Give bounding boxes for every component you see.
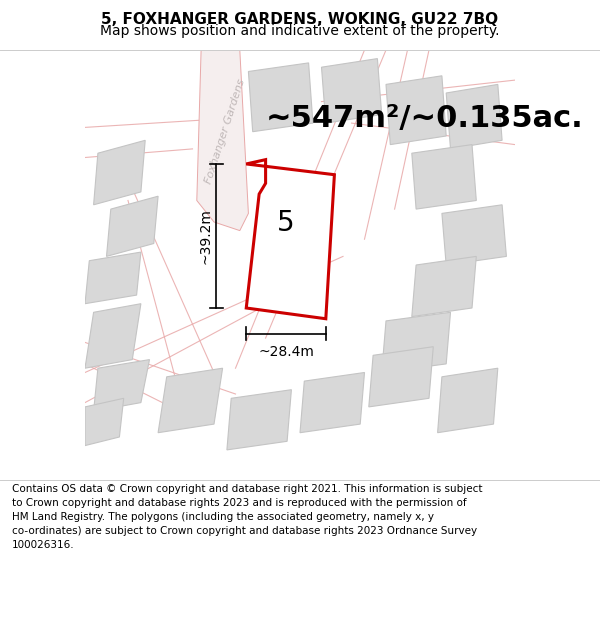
Polygon shape [386, 76, 446, 144]
Polygon shape [85, 398, 124, 446]
Text: ~39.2m: ~39.2m [199, 208, 213, 264]
Polygon shape [197, 50, 248, 231]
Polygon shape [442, 205, 506, 265]
Text: ~547m²/~0.135ac.: ~547m²/~0.135ac. [266, 104, 583, 133]
Polygon shape [248, 63, 313, 132]
Polygon shape [227, 390, 292, 450]
Polygon shape [437, 368, 498, 432]
Polygon shape [246, 159, 334, 319]
Polygon shape [94, 140, 145, 205]
Text: ~28.4m: ~28.4m [258, 344, 314, 359]
Polygon shape [382, 312, 451, 372]
Polygon shape [322, 59, 382, 123]
Polygon shape [85, 304, 141, 368]
Polygon shape [369, 347, 433, 407]
Polygon shape [106, 196, 158, 256]
Text: 5, FOXHANGER GARDENS, WOKING, GU22 7BQ: 5, FOXHANGER GARDENS, WOKING, GU22 7BQ [101, 12, 499, 28]
Text: Map shows position and indicative extent of the property.: Map shows position and indicative extent… [100, 24, 500, 38]
Polygon shape [300, 372, 365, 432]
Text: Contains OS data © Crown copyright and database right 2021. This information is : Contains OS data © Crown copyright and d… [12, 484, 482, 551]
Polygon shape [446, 84, 502, 149]
Polygon shape [412, 144, 476, 209]
Polygon shape [158, 368, 223, 432]
Text: 5: 5 [277, 209, 295, 238]
Polygon shape [85, 252, 141, 304]
Text: Foxhanger Gardens: Foxhanger Gardens [203, 78, 247, 186]
Polygon shape [94, 359, 149, 411]
Polygon shape [412, 256, 476, 317]
